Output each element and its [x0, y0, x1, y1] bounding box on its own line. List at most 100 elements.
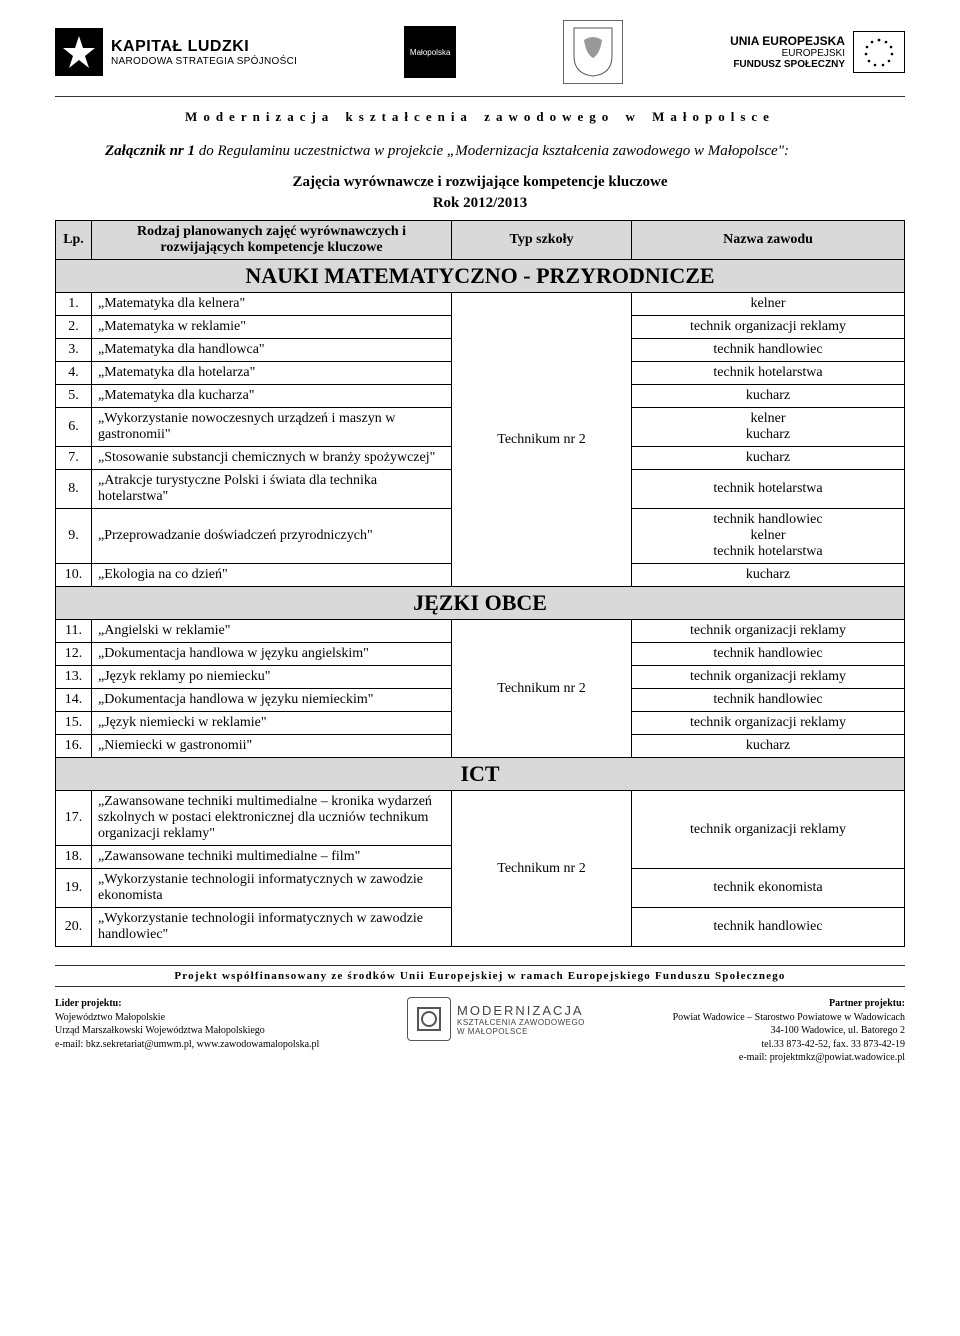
- cell-num: 11.: [56, 620, 92, 643]
- cell-zawod: technik handlowiec: [632, 643, 905, 666]
- cell-num: 10.: [56, 564, 92, 587]
- lider-l2: Urząd Marszałkowski Województwa Małopols…: [55, 1024, 319, 1038]
- cell-desc: „Matematyka dla kelnera": [92, 293, 452, 316]
- cell-desc: „Język reklamy po niemiecku": [92, 666, 452, 689]
- cell-zawod: kucharz: [632, 735, 905, 758]
- cell-desc: „Wykorzystanie nowoczesnych urządzeń i m…: [92, 408, 452, 447]
- col-rodzaj: Rodzaj planowanych zajęć wyrównawczych i…: [92, 221, 452, 260]
- cell-zawod: technik handlowiec: [632, 339, 905, 362]
- lider-l3: e-mail: bkz.sekretariat@umwm.pl, www.zaw…: [55, 1038, 319, 1052]
- kapital-logo-group: KAPITAŁ LUDZKI NARODOWA STRATEGIA SPÓJNO…: [55, 28, 297, 76]
- cell-num: 7.: [56, 447, 92, 470]
- mod-l2: KSZTAŁCENIA ZAWODOWEGO: [457, 1018, 585, 1027]
- coat-of-arms-icon: [563, 20, 623, 84]
- section-cell: NAUKI MATEMATYCZNO - PRZYRODNICZE: [56, 260, 905, 293]
- cell-zawod: kelner: [632, 293, 905, 316]
- eu-flag-icon: [853, 31, 905, 73]
- cell-num: 18.: [56, 846, 92, 869]
- attachment-note: Załącznik nr 1 do Regulaminu uczestnictw…: [105, 143, 905, 160]
- header-logo-bar: KAPITAŁ LUDZKI NARODOWA STRATEGIA SPÓJNO…: [55, 20, 905, 92]
- cell-desc: „Matematyka dla hotelarza": [92, 362, 452, 385]
- cell-desc: „Matematyka dla kucharza": [92, 385, 452, 408]
- mod-l3: W MAŁOPOLSCE: [457, 1027, 585, 1036]
- cell-num: 13.: [56, 666, 92, 689]
- year-heading: Rok 2012/2013: [55, 195, 905, 212]
- partner-l2: 34-100 Wadowice, ul. Batorego 2: [673, 1024, 905, 1038]
- cell-desc: „Stosowanie substancji chemicznych w bra…: [92, 447, 452, 470]
- eu-logo-group: UNIA EUROPEJSKA EUROPEJSKI FUNDUSZ SPOŁE…: [730, 31, 905, 73]
- cell-num: 19.: [56, 869, 92, 908]
- cell-desc: „Dokumentacja handlowa w języku angielsk…: [92, 643, 452, 666]
- cell-num: 1.: [56, 293, 92, 316]
- cofinance-footer: Projekt współfinansowany ze środków Unii…: [55, 965, 905, 987]
- cell-typ: Technikum nr 2: [452, 620, 632, 758]
- cell-zawod: technik organizacji reklamy: [632, 666, 905, 689]
- cell-num: 14.: [56, 689, 92, 712]
- attachment-rest: do Regulaminu uczestnictwa w projekcie „…: [199, 143, 789, 159]
- cell-zawod: kelnerkucharz: [632, 408, 905, 447]
- sub-heading: Zajęcia wyrównawcze i rozwijające kompet…: [55, 174, 905, 191]
- cell-num: 2.: [56, 316, 92, 339]
- modernizacja-logo: MODERNIZACJA KSZTAŁCENIA ZAWODOWEGO W MA…: [407, 997, 585, 1041]
- partner-l3: tel.33 873-42-52, fax. 33 873-42-19: [673, 1038, 905, 1052]
- section-row: NAUKI MATEMATYCZNO - PRZYRODNICZE: [56, 260, 905, 293]
- header-separator: [55, 96, 905, 97]
- cell-num: 8.: [56, 470, 92, 509]
- cell-num: 9.: [56, 509, 92, 564]
- cell-typ: Technikum nr 2: [452, 791, 632, 947]
- eu-line1: UNIA EUROPEJSKA: [730, 34, 845, 48]
- cell-desc: „Przeprowadzanie doświadczeń przyrodnicz…: [92, 509, 452, 564]
- cell-typ: Technikum nr 2: [452, 293, 632, 587]
- lider-l1: Województwo Małopolskie: [55, 1011, 319, 1025]
- cell-num: 16.: [56, 735, 92, 758]
- partner-l1: Powiat Wadowice – Starostwo Powiatowe w …: [673, 1011, 905, 1025]
- cell-zawod: technik handlowieckelnertechnik hotelars…: [632, 509, 905, 564]
- eu-line2: EUROPEJSKI: [730, 48, 845, 59]
- cell-desc: „Angielski w reklamie": [92, 620, 452, 643]
- cell-zawod: kucharz: [632, 385, 905, 408]
- kapital-text: KAPITAŁ LUDZKI NARODOWA STRATEGIA SPÓJNO…: [111, 38, 297, 67]
- col-lp: Lp.: [56, 221, 92, 260]
- partner-block: Partner projektu: Powiat Wadowice – Star…: [673, 997, 905, 1065]
- cell-desc: „Matematyka dla handlowca": [92, 339, 452, 362]
- modernizacja-icon: [407, 997, 451, 1041]
- cell-num: 4.: [56, 362, 92, 385]
- bottom-row: Lider projektu: Województwo Małopolskie …: [55, 997, 905, 1065]
- cell-zawod: technik organizacji reklamy: [632, 620, 905, 643]
- cell-zawod: kucharz: [632, 564, 905, 587]
- kapital-logo-icon: [55, 28, 103, 76]
- table-header-row: Lp. Rodzaj planowanych zajęć wyrównawczy…: [56, 221, 905, 260]
- cell-desc: „Atrakcje turystyczne Polski i świata dl…: [92, 470, 452, 509]
- eu-line3: FUNDUSZ SPOŁECZNY: [730, 59, 845, 70]
- mod-l1: MODERNIZACJA: [457, 1003, 585, 1018]
- cell-num: 17.: [56, 791, 92, 846]
- cell-zawod: technik hotelarstwa: [632, 470, 905, 509]
- cell-desc: „Dokumentacja handlowa w języku niemieck…: [92, 689, 452, 712]
- table-row: 17.„Zawansowane techniki multimedialne –…: [56, 791, 905, 846]
- modernizacja-text: MODERNIZACJA KSZTAŁCENIA ZAWODOWEGO W MA…: [457, 1003, 585, 1036]
- cell-zawod: technik hotelarstwa: [632, 362, 905, 385]
- partner-l4: e-mail: projektmkz@powiat.wadowice.pl: [673, 1051, 905, 1065]
- cell-num: 15.: [56, 712, 92, 735]
- section-cell: ICT: [56, 758, 905, 791]
- cell-desc: „Język niemiecki w reklamie": [92, 712, 452, 735]
- cell-desc: „Ekologia na co dzień": [92, 564, 452, 587]
- kapital-line2: NARODOWA STRATEGIA SPÓJNOŚCI: [111, 56, 297, 67]
- cell-desc: „Niemiecki w gastronomii": [92, 735, 452, 758]
- partner-heading: Partner projektu:: [673, 997, 905, 1011]
- cell-num: 3.: [56, 339, 92, 362]
- cell-zawod: technik organizacji reklamy: [632, 712, 905, 735]
- malopolska-logo-icon: Małopolska: [404, 26, 456, 78]
- cell-num: 20.: [56, 908, 92, 947]
- eu-text: UNIA EUROPEJSKA EUROPEJSKI FUNDUSZ SPOŁE…: [730, 34, 845, 70]
- main-table: Lp. Rodzaj planowanych zajęć wyrównawczy…: [55, 220, 905, 947]
- cell-desc: „Wykorzystanie technologii informatyczny…: [92, 869, 452, 908]
- lider-heading: Lider projektu:: [55, 997, 319, 1011]
- cell-desc: „Matematyka w reklamie": [92, 316, 452, 339]
- cell-zawod: technik handlowiec: [632, 689, 905, 712]
- cell-zawod: technik organizacji reklamy: [632, 791, 905, 869]
- cell-desc: „Wykorzystanie technologii informatyczny…: [92, 908, 452, 947]
- cell-num: 12.: [56, 643, 92, 666]
- table-row: 1.„Matematyka dla kelnera"Technikum nr 2…: [56, 293, 905, 316]
- cell-zawod: kucharz: [632, 447, 905, 470]
